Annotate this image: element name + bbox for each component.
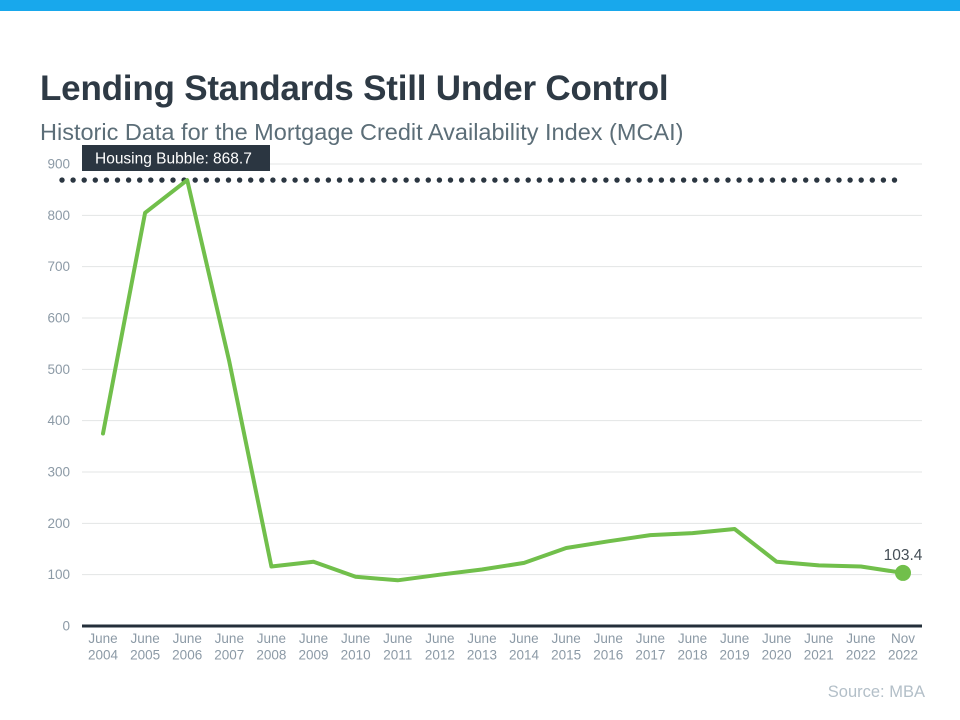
y-tick-label: 200 [47,516,70,531]
x-tick-label-month: June [509,631,538,646]
accent-top-bar [0,0,960,11]
x-tick-label-year: 2015 [551,648,581,663]
housing-bubble-label: Housing Bubble: 868.7 [95,151,252,168]
x-tick-label-year: 2011 [383,648,412,663]
page-title: Lending Standards Still Under Control [40,69,669,109]
x-tick-label-year: 2006 [172,648,202,663]
y-tick-label: 600 [47,311,70,326]
x-tick-label-year: 2004 [88,648,119,663]
x-tick-label-year: 2014 [509,648,540,663]
y-tick-label: 500 [47,362,70,377]
y-tick-label: 300 [47,465,70,480]
x-tick-label-month: June [846,631,875,646]
source-attribution: Source: MBA [827,683,925,701]
x-tick-label-year: 2012 [425,648,455,663]
x-tick-label-year: 2021 [804,648,834,663]
x-tick-label-month: June [173,631,202,646]
chart-canvas: 0 100 200 300 400 500 600 700 800 900 June 2004 June… [47,145,923,663]
x-tick-label-year: 2022 [888,648,918,663]
x-tick-label-year: 2017 [635,648,665,663]
x-tick-label-month: June [88,631,117,646]
page-subtitle: Historic Data for the Mortgage Credit Av… [40,118,684,145]
x-tick-label-year: 2018 [677,648,707,663]
x-tick-label-month: June [804,631,833,646]
x-tick-label-month: June [425,631,454,646]
x-tick-label-month: Nov [891,631,915,646]
x-tick-label-month: June [383,631,412,646]
y-tick-label: 700 [47,259,70,274]
x-tick-label-month: June [762,631,791,646]
last-value-label: 103.4 [884,547,923,564]
x-tick-label-month: June [594,631,623,646]
mcai-line-chart: 0 100 200 300 400 500 600 700 800 900 June 2004 June… [0,140,960,685]
x-tick-label-month: June [215,631,244,646]
y-tick-label: 100 [47,567,70,582]
x-tick-label-month: June [720,631,749,646]
x-tick-label-month: June [636,631,665,646]
x-tick-label-year: 2010 [341,648,371,663]
x-tick-label-year: 2007 [214,648,244,663]
x-tick-label-year: 2009 [299,648,329,663]
x-tick-label-year: 2020 [762,648,792,663]
x-tick-label-month: June [467,631,496,646]
x-tick-label-month: June [552,631,581,646]
x-tick-label-year: 2013 [467,648,497,663]
y-tick-label: 0 [62,619,70,634]
y-tick-label: 900 [47,157,70,172]
x-tick-label-year: 2005 [130,648,160,663]
y-tick-label: 400 [47,413,70,428]
x-tick-label-month: June [130,631,159,646]
x-tick-label-month: June [257,631,286,646]
y-tick-label: 800 [47,208,70,223]
x-tick-label-month: June [299,631,328,646]
housing-bubble-label-box [82,145,270,171]
x-tick-label-year: 2019 [720,648,750,663]
x-tick-label-year: 2016 [593,648,623,663]
x-tick-label-month: June [341,631,370,646]
last-data-point [895,564,911,581]
mcai-data-line [101,178,905,583]
x-tick-label-year: 2008 [256,648,286,663]
x-tick-label-month: June [678,631,707,646]
x-tick-label-year: 2022 [846,648,876,663]
